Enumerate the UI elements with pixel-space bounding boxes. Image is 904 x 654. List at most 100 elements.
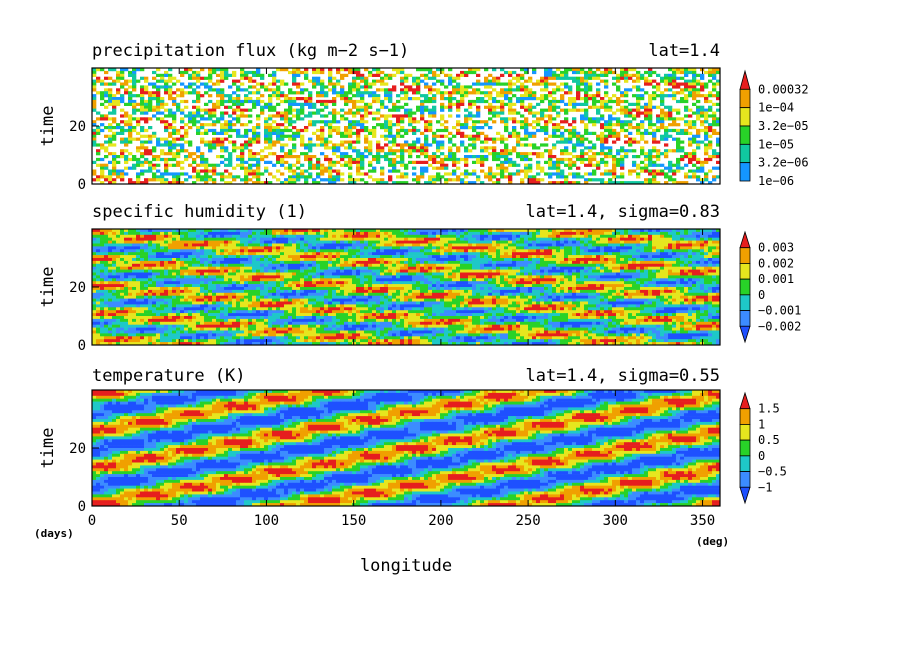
heatmap-cell [148, 149, 153, 153]
heatmap-cell [716, 137, 721, 141]
heatmap-cell [392, 181, 397, 185]
heatmap-cell [624, 108, 629, 112]
heatmap-cell [556, 243, 561, 247]
heatmap-cell [424, 134, 429, 138]
heatmap-cell [644, 140, 649, 144]
heatmap-cell [560, 240, 565, 244]
heatmap-cell [656, 117, 661, 121]
heatmap-cell [136, 94, 141, 98]
heatmap-cell [148, 126, 153, 130]
heatmap-cell [160, 252, 165, 256]
heatmap-cell [300, 143, 305, 147]
heatmap-cell [92, 88, 97, 92]
heatmap-cell [156, 249, 161, 253]
heatmap-cell [688, 70, 693, 75]
heatmap-cell [548, 181, 553, 185]
heatmap-cell [688, 137, 693, 141]
heatmap-cell [716, 249, 721, 253]
heatmap-cell [648, 152, 653, 156]
heatmap-cell [164, 88, 169, 92]
heatmap-cell [464, 94, 469, 98]
heatmap-cell [432, 249, 437, 253]
heatmap-cell [196, 172, 201, 176]
heatmap-cell [380, 169, 385, 173]
heatmap-cell [648, 94, 653, 98]
heatmap-cell [604, 146, 609, 150]
heatmap-cell [528, 240, 533, 244]
heatmap-cell [504, 149, 509, 153]
heatmap-cell [644, 169, 649, 173]
heatmap-cell [716, 94, 721, 98]
heatmap-cell [336, 128, 341, 133]
heatmap-cell [112, 126, 117, 130]
heatmap-cell [220, 252, 225, 256]
heatmap-cell [368, 160, 373, 164]
heatmap-cell [548, 155, 553, 159]
heatmap-cell [312, 229, 317, 233]
heatmap-cell [548, 91, 553, 95]
heatmap-cell [356, 246, 361, 250]
heatmap-cell [624, 243, 629, 247]
heatmap-cell [160, 172, 165, 176]
heatmap-cell [452, 157, 457, 162]
heatmap-cell [220, 140, 225, 144]
heatmap-cell [472, 137, 477, 141]
heatmap-cell [476, 120, 481, 124]
heatmap-cell [444, 172, 449, 176]
heatmap-cell [328, 249, 333, 253]
heatmap-cell [492, 149, 497, 153]
heatmap-cell [300, 134, 305, 138]
heatmap-cell [120, 68, 125, 72]
heatmap-cell [304, 229, 309, 233]
heatmap-cell [340, 68, 345, 72]
heatmap-cell [712, 166, 717, 170]
heatmap-cell [376, 111, 381, 115]
heatmap-cell [248, 246, 253, 250]
heatmap-cell [140, 97, 145, 101]
heatmap-cell [208, 114, 213, 118]
heatmap-cell [448, 249, 453, 253]
heatmap-cell [468, 229, 473, 233]
heatmap-cell [280, 123, 285, 127]
heatmap-cell [664, 79, 669, 83]
heatmap-cell [488, 237, 493, 241]
heatmap-cell [508, 243, 513, 247]
heatmap-cell [640, 120, 645, 124]
heatmap-cell [704, 252, 709, 256]
heatmap-cell [664, 234, 669, 238]
heatmap-cell [256, 68, 261, 72]
heatmap-cell [508, 134, 513, 138]
heatmap-cell [628, 243, 633, 247]
heatmap-cell [344, 249, 349, 253]
heatmap-cell [272, 88, 277, 92]
heatmap-cell [432, 76, 437, 80]
heatmap-cell [460, 143, 465, 147]
heatmap-cell [460, 172, 465, 176]
heatmap-cell [644, 181, 649, 185]
heatmap-cell [152, 163, 157, 167]
heatmap-cell [504, 128, 509, 133]
heatmap-cell [152, 255, 157, 259]
heatmap-cell [456, 252, 461, 256]
heatmap-cell [676, 149, 681, 153]
heatmap-cell [704, 234, 709, 238]
heatmap-cell [228, 229, 233, 233]
heatmap-cell [648, 155, 653, 159]
heatmap-cell [428, 243, 433, 247]
heatmap-cell [532, 120, 537, 124]
heatmap-cell [568, 108, 573, 112]
heatmap-cell [588, 178, 593, 182]
heatmap-cell [420, 117, 425, 121]
heatmap-cell [112, 234, 117, 238]
heatmap-cell [204, 123, 209, 127]
heatmap-cell [580, 117, 585, 121]
heatmap-cell [664, 94, 669, 98]
heatmap-cell [588, 234, 593, 238]
heatmap-cell [388, 175, 393, 179]
heatmap-cell [440, 231, 445, 236]
heatmap-cell [560, 175, 565, 179]
heatmap-cell [128, 137, 133, 141]
heatmap-cell [260, 181, 265, 185]
heatmap-cell [336, 155, 341, 159]
heatmap-cell [516, 111, 521, 115]
